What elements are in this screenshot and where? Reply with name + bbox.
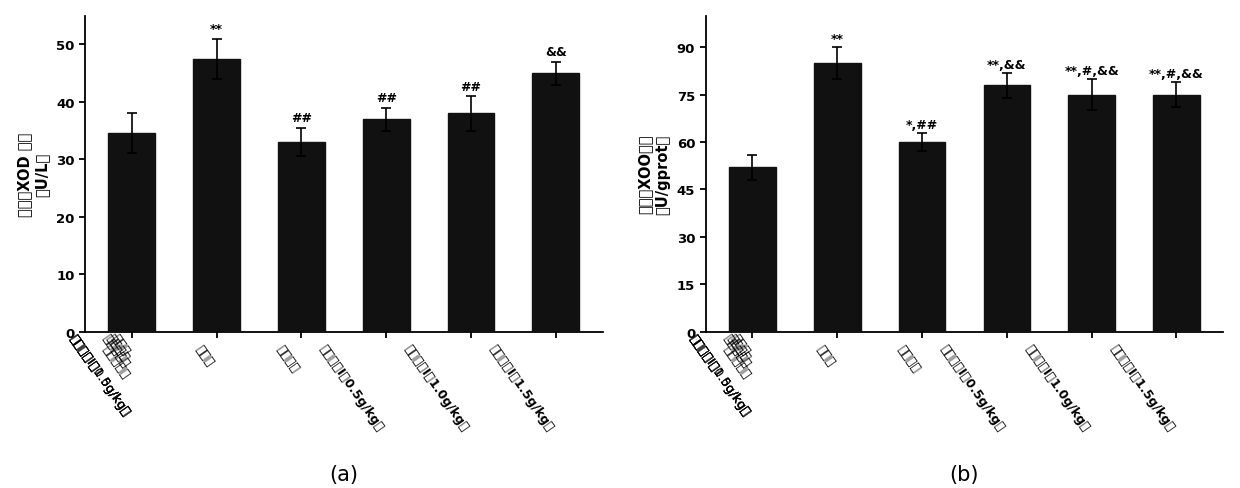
Bar	[729, 168, 776, 332]
Text: ##: ##	[460, 81, 481, 93]
Bar	[532, 74, 579, 332]
Text: **: **	[831, 33, 843, 46]
Text: (b): (b)	[950, 464, 980, 484]
Text: 别嘌醇组: 别嘌醇组	[724, 332, 753, 364]
Y-axis label: 血清中XOD 活性
（U/L）: 血清中XOD 活性 （U/L）	[16, 132, 50, 216]
Text: (a): (a)	[330, 464, 358, 484]
Text: &&: &&	[544, 46, 567, 59]
Text: 活性物质I（1.5g/kg）: 活性物质I（1.5g/kg）	[687, 332, 753, 418]
Bar	[983, 86, 1030, 332]
Bar	[448, 114, 495, 332]
Text: 活性物质I（0.5g/kg）: 活性物质I（0.5g/kg）	[687, 332, 753, 418]
Text: ##: ##	[376, 92, 397, 105]
Text: 正常空白组: 正常空白组	[720, 332, 753, 370]
Bar	[278, 142, 325, 332]
Text: 别嘌醇组: 别嘌醇组	[104, 332, 131, 364]
Text: 活性物质I（1.0g/kg）: 活性物质I（1.0g/kg）	[687, 332, 753, 418]
Bar	[1153, 96, 1200, 332]
Bar	[813, 64, 861, 332]
Text: **,#,&&: **,#,&&	[1064, 65, 1118, 78]
Text: 模型组: 模型组	[108, 332, 131, 358]
Bar	[363, 120, 409, 332]
Y-axis label: 肝脏中XOO活力
（U/gprot）: 肝脏中XOO活力 （U/gprot）	[637, 134, 670, 214]
Text: 正常空白组: 正常空白组	[99, 332, 131, 370]
Text: 活性物质I（1.5g/kg）: 活性物质I（1.5g/kg）	[66, 332, 131, 418]
Text: *,##: *,##	[906, 119, 939, 131]
Bar	[1069, 96, 1115, 332]
Text: **,#,&&: **,#,&&	[1149, 68, 1204, 81]
Text: **,&&: **,&&	[987, 59, 1027, 71]
Text: 模型组: 模型组	[729, 332, 753, 358]
Text: ##: ##	[291, 112, 312, 125]
Text: **: **	[210, 23, 223, 36]
Bar	[899, 142, 945, 332]
Bar	[193, 60, 239, 332]
Bar	[108, 134, 155, 332]
Text: 活性物质I（1.0g/kg）: 活性物质I（1.0g/kg）	[66, 332, 131, 418]
Text: 活性物质I（0.5g/kg）: 活性物质I（0.5g/kg）	[66, 332, 131, 418]
